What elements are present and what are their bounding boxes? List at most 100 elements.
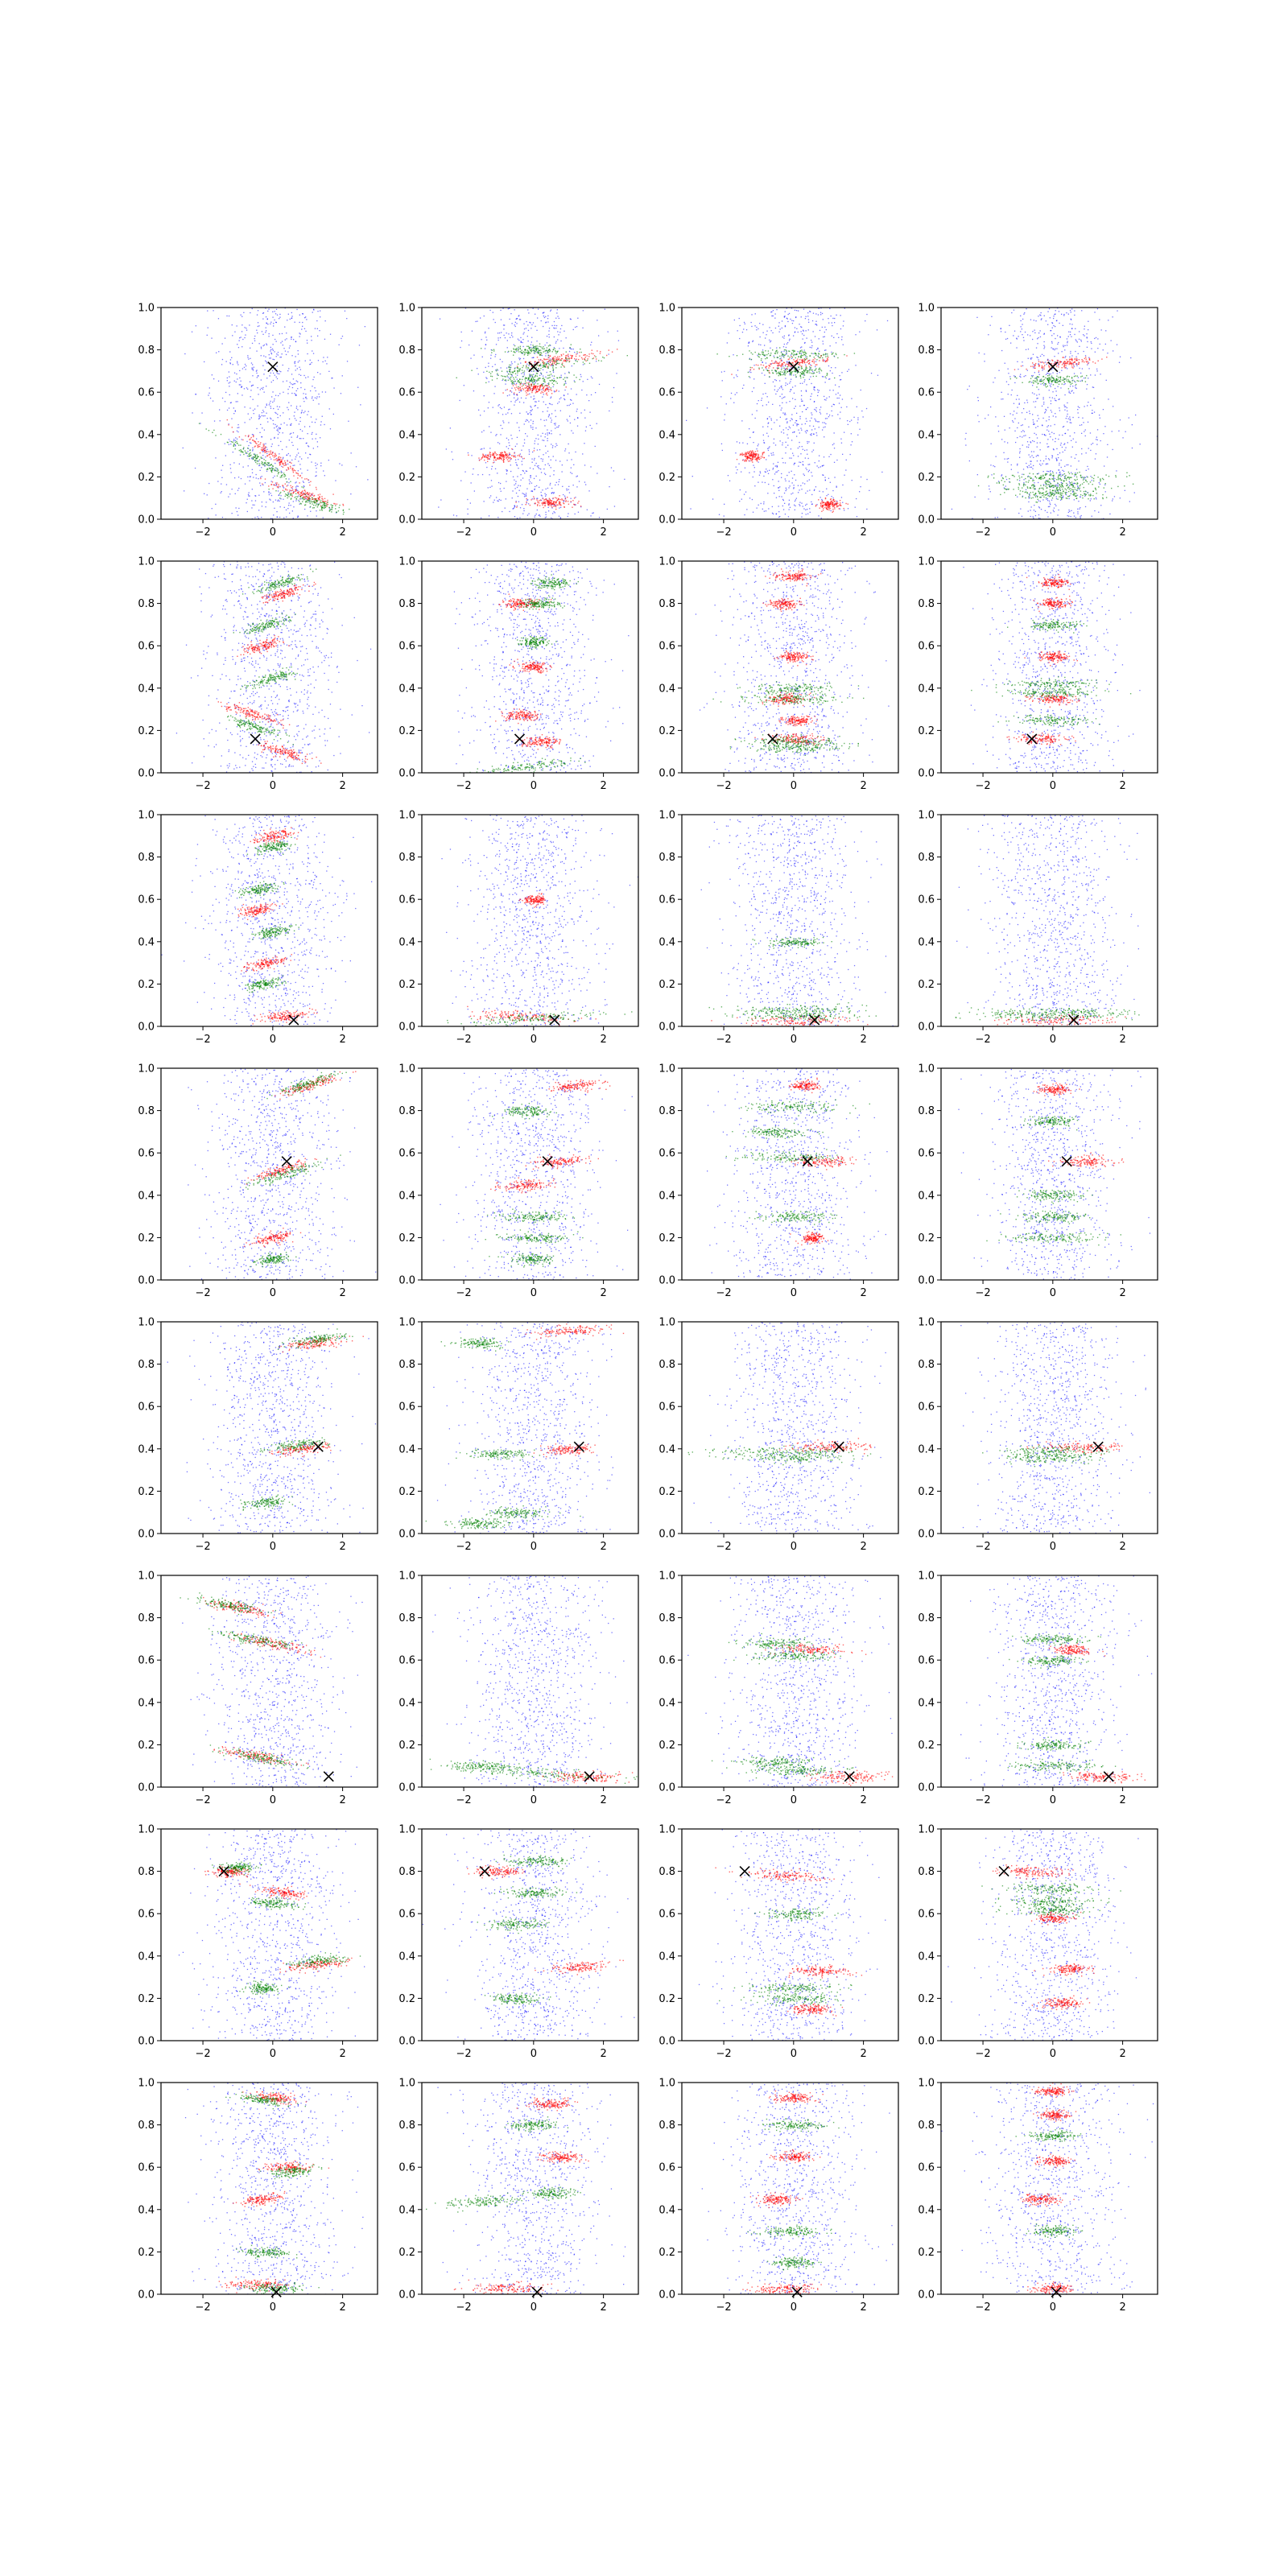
- scatter-point: [530, 378, 532, 380]
- scatter-point: [541, 502, 543, 504]
- scatter-point: [260, 348, 262, 349]
- scatter-point: [548, 500, 551, 502]
- scatter-point: [249, 458, 250, 460]
- scatter-point: [576, 425, 579, 427]
- scatter-point: [771, 512, 774, 514]
- center-marker: [267, 361, 279, 373]
- scatter-point: [819, 502, 822, 504]
- scatter-point: [506, 473, 507, 475]
- scatter-point: [516, 318, 518, 320]
- scatter-point: [285, 489, 287, 491]
- scatter-point: [808, 441, 810, 443]
- scatter-point: [194, 467, 196, 469]
- scatter-point: [551, 359, 553, 361]
- scatter-point: [310, 481, 312, 482]
- scatter-point: [801, 371, 803, 373]
- scatter-point: [239, 454, 242, 456]
- scatter-point: [235, 401, 237, 402]
- scatter-point: [270, 484, 272, 485]
- scatter-point: [288, 491, 291, 493]
- scatter-point: [526, 497, 527, 500]
- scatter-point: [832, 503, 833, 506]
- scatter-point: [528, 453, 530, 455]
- scatter-point: [825, 349, 827, 351]
- scatter-point: [246, 387, 248, 389]
- scatter-point: [277, 469, 279, 471]
- scatter-point: [787, 444, 789, 446]
- scatter-point: [742, 353, 744, 355]
- scatter-point: [304, 495, 307, 497]
- scatter-point: [316, 500, 318, 502]
- scatter-point: [797, 423, 799, 425]
- scatter-point: [514, 321, 516, 323]
- scatter-point: [239, 337, 241, 339]
- scatter-point: [300, 497, 302, 500]
- scatter-point: [299, 493, 301, 495]
- scatter-point: [557, 484, 559, 485]
- scatter-point: [291, 469, 293, 471]
- scatter-point: [770, 452, 772, 454]
- scatter-point: [259, 464, 261, 466]
- scatter-point: [481, 431, 483, 433]
- scatter-point: [804, 359, 806, 361]
- scatter-point: [533, 357, 535, 358]
- scatter-point: [616, 373, 617, 374]
- scatter-points: [686, 308, 889, 519]
- scatter-point: [547, 361, 549, 362]
- scatter-point: [820, 503, 822, 505]
- scatter-point: [778, 387, 781, 389]
- scatter-point: [270, 494, 273, 497]
- scatter-point: [346, 318, 348, 320]
- scatter-point: [324, 501, 326, 502]
- scatter-point: [573, 380, 575, 382]
- scatter-point: [785, 385, 786, 386]
- scatter-point: [582, 364, 584, 365]
- scatter-point: [809, 311, 811, 312]
- scatter-point: [541, 383, 543, 386]
- scatter-point: [270, 470, 272, 472]
- scatter-point: [564, 383, 565, 385]
- scatter-point: [328, 510, 331, 512]
- scatter-point: [487, 460, 489, 462]
- scatter-point: [537, 378, 539, 380]
- scatter-point: [497, 500, 499, 502]
- scatter-point: [805, 467, 807, 469]
- scatter-point: [798, 366, 799, 369]
- scatter-point: [299, 438, 300, 440]
- scatter-point: [606, 508, 608, 510]
- scatter-point: [523, 374, 525, 376]
- scatter-point: [493, 499, 495, 501]
- scatter-point: [491, 485, 493, 487]
- scatter-point: [549, 377, 551, 378]
- scatter-point: [816, 371, 818, 374]
- scatter-point: [527, 324, 529, 326]
- scatter-point: [786, 368, 788, 369]
- scatter-point: [495, 370, 497, 372]
- scatter-point: [551, 506, 553, 508]
- scatter-point: [262, 318, 264, 320]
- scatter-point: [543, 379, 546, 381]
- scatter-point: [754, 325, 756, 327]
- scatter-point: [555, 360, 556, 361]
- scatter-point: [825, 353, 827, 354]
- scatter-point: [560, 504, 562, 506]
- scatter-point: [262, 333, 264, 335]
- scatter-point: [555, 502, 557, 503]
- scatter-point: [831, 367, 832, 369]
- scatter-point: [809, 355, 811, 357]
- scatter-point: [234, 448, 236, 450]
- scatter-point: [233, 439, 235, 440]
- scatter-point: [546, 419, 547, 421]
- scatter-point: [286, 446, 287, 448]
- scatter-point: [841, 398, 844, 400]
- scatter-point: [307, 342, 308, 344]
- scatter-point: [536, 352, 538, 353]
- scatter-point: [793, 350, 795, 352]
- scatter-point: [561, 355, 563, 357]
- scatter-point: [491, 371, 493, 373]
- scatter-point: [298, 452, 299, 454]
- scatter-point: [865, 407, 868, 410]
- scatter-point: [511, 455, 513, 456]
- x-tick-label: −2: [195, 526, 210, 539]
- scatter-point: [780, 365, 782, 368]
